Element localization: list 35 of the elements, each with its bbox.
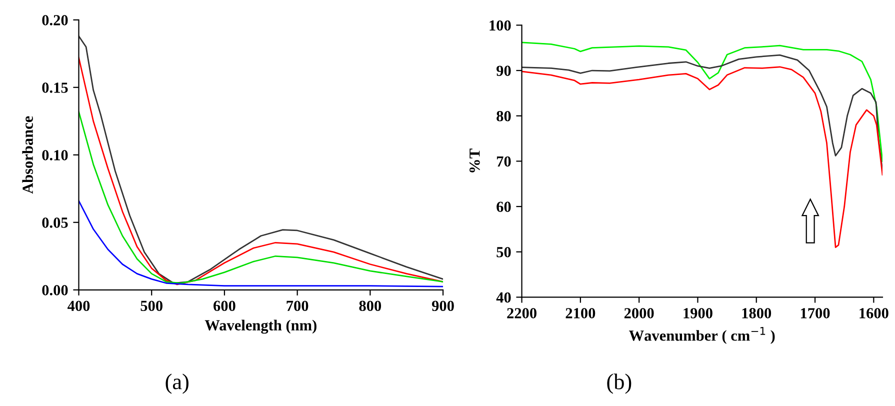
line-series <box>522 66 882 248</box>
y-tick-label: 0.20 <box>42 15 68 26</box>
y-tick-label: 50 <box>496 246 511 258</box>
x-tick-label: 900 <box>432 300 454 312</box>
x-tick-label: 700 <box>286 300 308 312</box>
y-tick-label: 90 <box>496 66 511 76</box>
line-series <box>78 110 444 284</box>
text: (a) <box>166 374 188 394</box>
x-tick-label: 2200 <box>507 308 536 318</box>
x-tick-label: 1900 <box>684 308 712 318</box>
y-tick-label: 0.05 <box>42 218 68 228</box>
x-tick-label: 600 <box>214 300 236 312</box>
y-tick-label: 0.15 <box>42 82 68 93</box>
x-tick-label: 2100 <box>566 308 596 318</box>
x-tick-label: 800 <box>359 300 382 312</box>
y-tick-label: 0.00 <box>42 285 68 296</box>
y-tick-label: 80 <box>496 110 511 122</box>
x-tick-label: 1600 <box>860 308 888 318</box>
x-axis-title: Wavenumber ( cm$^{−1}$ ) <box>629 327 775 344</box>
y-axis-title: Absorbance <box>22 116 33 194</box>
x-tick-label: 1800 <box>742 308 772 318</box>
y-tick-label: 60 <box>496 202 511 212</box>
y-tick-label: 70 <box>496 156 511 167</box>
x-tick-label: 2000 <box>624 308 654 318</box>
line-series <box>78 200 444 288</box>
line-series <box>522 42 882 162</box>
x-tick-label: 1700 <box>800 308 830 318</box>
x-tick-label: 500 <box>140 300 162 312</box>
text: (b) <box>607 374 632 394</box>
y-tick-label: 0.10 <box>42 150 68 160</box>
y-tick-label: 40 <box>496 292 511 303</box>
x-tick-label: 400 <box>68 300 90 312</box>
y-tick-label: 100 <box>490 20 511 31</box>
x-axis-title: Wavelength (nm) <box>204 320 316 334</box>
y-axis-title: %T <box>469 148 480 172</box>
